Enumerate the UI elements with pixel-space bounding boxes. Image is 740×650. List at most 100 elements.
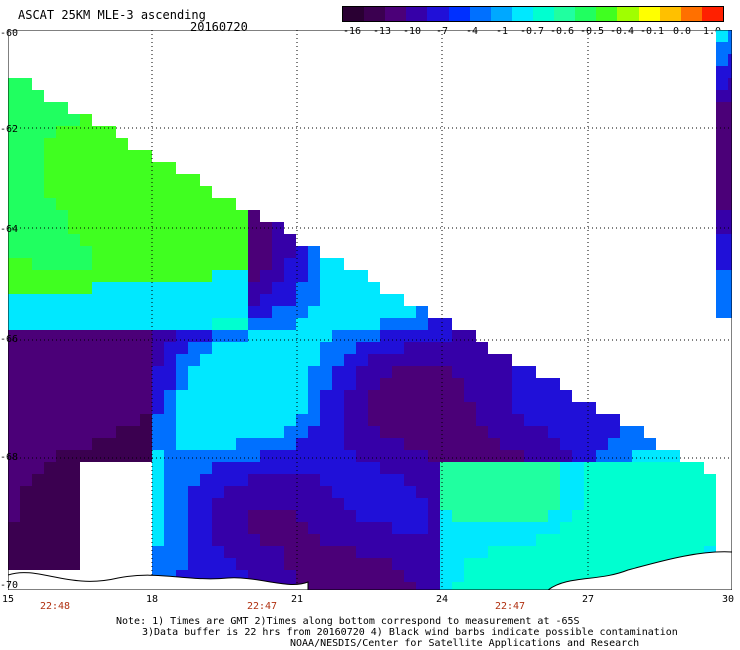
swath-cell bbox=[716, 174, 728, 186]
swath-cell bbox=[176, 510, 188, 522]
swath-cell bbox=[284, 390, 296, 402]
swath-cell bbox=[392, 378, 404, 390]
swath-cell bbox=[8, 474, 20, 486]
swath-cell bbox=[332, 486, 344, 498]
swath-cell bbox=[44, 318, 56, 330]
swath-cell bbox=[464, 414, 476, 426]
swath-cell bbox=[332, 402, 344, 414]
swath-cell bbox=[140, 390, 152, 402]
swath-cell bbox=[8, 510, 20, 522]
swath-cell bbox=[68, 150, 80, 162]
swath-cell bbox=[320, 414, 332, 426]
swath-cell bbox=[500, 366, 512, 378]
swath-cell bbox=[596, 414, 608, 426]
swath-cell bbox=[560, 450, 572, 462]
swath-cell bbox=[92, 138, 104, 150]
swath-cell bbox=[176, 306, 188, 318]
swath-cell bbox=[152, 270, 164, 282]
swath-cell bbox=[404, 354, 416, 366]
swath-cell bbox=[440, 582, 452, 590]
swath-cell bbox=[500, 378, 512, 390]
swath-cell bbox=[284, 378, 296, 390]
swath-cell bbox=[272, 534, 284, 546]
swath-cell bbox=[356, 282, 368, 294]
swath-cell bbox=[368, 426, 380, 438]
swath-cell bbox=[524, 438, 536, 450]
swath-cell bbox=[152, 414, 164, 426]
swath-cell bbox=[344, 474, 356, 486]
swath-cell bbox=[116, 258, 128, 270]
swath-cell bbox=[80, 366, 92, 378]
swath-cell bbox=[236, 366, 248, 378]
swath-cell bbox=[512, 534, 524, 546]
swath-cell bbox=[464, 450, 476, 462]
swath-cell bbox=[452, 486, 464, 498]
swath-cell bbox=[248, 258, 260, 270]
swath-cell bbox=[716, 78, 728, 90]
swath-cell bbox=[92, 378, 104, 390]
swath-cell bbox=[356, 270, 368, 282]
swath-cell bbox=[548, 462, 560, 474]
swath-cell bbox=[668, 450, 680, 462]
swath-cell bbox=[296, 450, 308, 462]
swath-cell bbox=[164, 198, 176, 210]
swath-cell bbox=[92, 318, 104, 330]
swath-cell bbox=[188, 342, 200, 354]
swath-cell bbox=[320, 438, 332, 450]
swath-cell bbox=[32, 462, 44, 474]
swath-cell bbox=[224, 534, 236, 546]
swath-cell bbox=[380, 522, 392, 534]
swath-cell bbox=[548, 390, 560, 402]
swath-cell bbox=[164, 390, 176, 402]
swath-cell bbox=[428, 354, 440, 366]
swath-cell bbox=[476, 546, 488, 558]
swath-cell bbox=[164, 162, 176, 174]
swath-cell bbox=[260, 318, 272, 330]
swath-cell bbox=[656, 498, 668, 510]
swath-cell bbox=[452, 462, 464, 474]
swath-cell bbox=[416, 342, 428, 354]
swath-cell bbox=[32, 126, 44, 138]
swath-cell bbox=[308, 534, 320, 546]
swath-cell bbox=[368, 402, 380, 414]
swath-cell bbox=[296, 402, 308, 414]
swath-cell bbox=[140, 378, 152, 390]
swath-cell bbox=[68, 414, 80, 426]
swath-cell bbox=[236, 282, 248, 294]
lat-label: -68 bbox=[0, 452, 19, 463]
swath-cell bbox=[104, 366, 116, 378]
swath-cell bbox=[332, 282, 344, 294]
swath-cell bbox=[332, 546, 344, 558]
swath-cell bbox=[572, 498, 584, 510]
swath-cell bbox=[152, 534, 164, 546]
swath-cell bbox=[308, 510, 320, 522]
swath-cell bbox=[44, 246, 56, 258]
swath-cell bbox=[56, 174, 68, 186]
swath-cell bbox=[248, 486, 260, 498]
swath-cell bbox=[716, 54, 728, 66]
swath-cell bbox=[56, 546, 68, 558]
swath-cell bbox=[80, 402, 92, 414]
swath-cell bbox=[212, 546, 224, 558]
swath-cell bbox=[128, 390, 140, 402]
swath-cell bbox=[236, 246, 248, 258]
swath-cell bbox=[80, 150, 92, 162]
swath-cell bbox=[104, 318, 116, 330]
swath-cell bbox=[20, 414, 32, 426]
swath-cell bbox=[116, 282, 128, 294]
swath-cell bbox=[224, 294, 236, 306]
swath-cell bbox=[176, 438, 188, 450]
swath-cell bbox=[296, 546, 308, 558]
swath-cell bbox=[104, 438, 116, 450]
swath-cell bbox=[188, 282, 200, 294]
swath-cell bbox=[272, 222, 284, 234]
swath-cell bbox=[8, 162, 20, 174]
swath-cell bbox=[500, 402, 512, 414]
swath-cell bbox=[32, 318, 44, 330]
swath-cell bbox=[20, 330, 32, 342]
swath-cell bbox=[512, 366, 524, 378]
swath-cell bbox=[572, 510, 584, 522]
swath-cell bbox=[392, 354, 404, 366]
swath-cell bbox=[572, 558, 584, 570]
swath-cell bbox=[500, 570, 512, 582]
